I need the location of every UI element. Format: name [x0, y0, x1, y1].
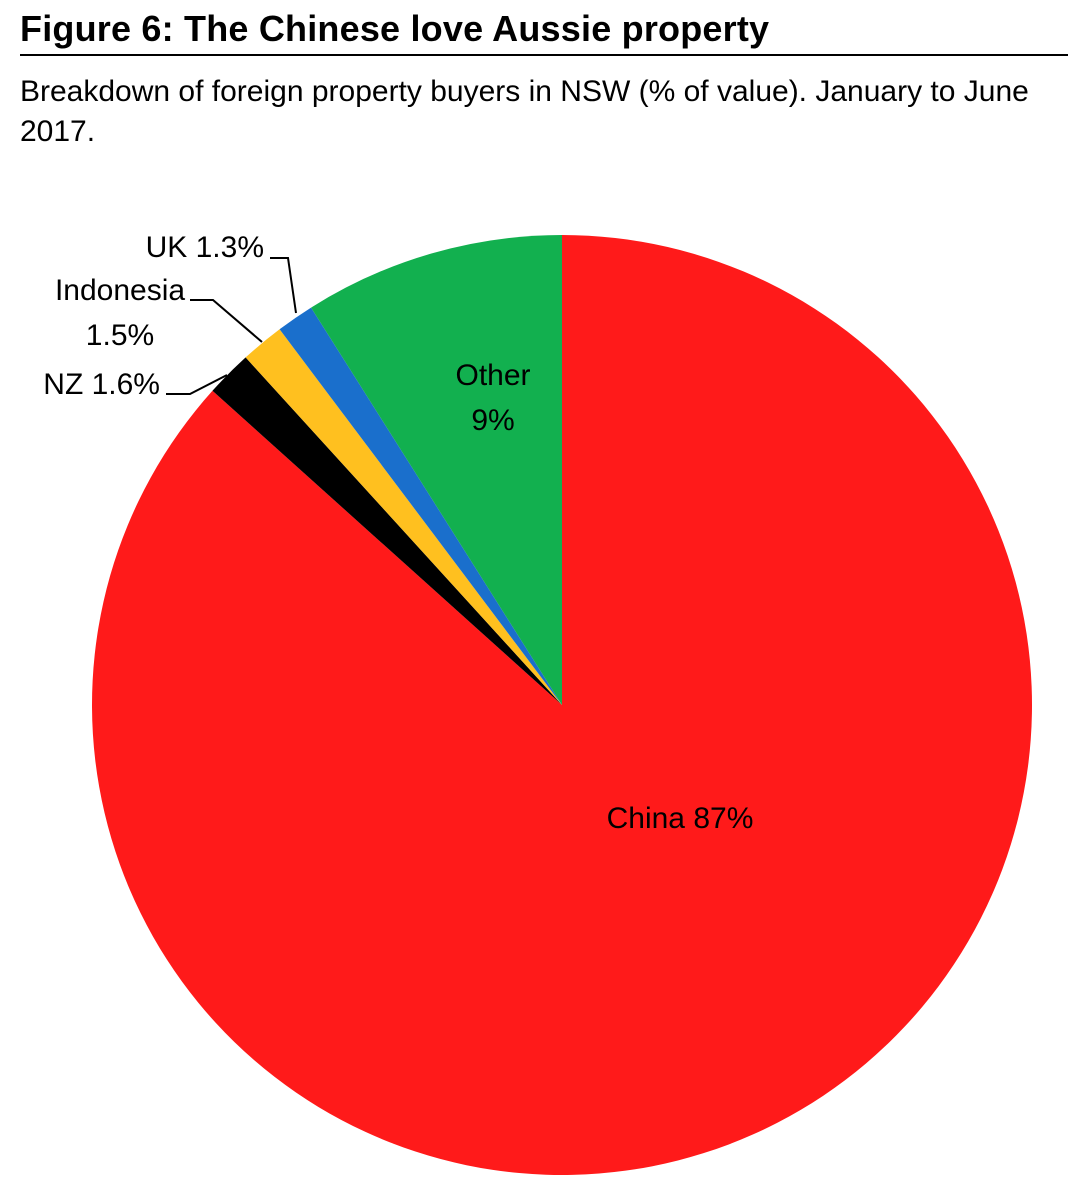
slice-label-uk: UK 1.3%	[146, 231, 264, 264]
title-underline	[20, 54, 1068, 56]
slice-label-indonesia: Indonesia	[55, 274, 185, 307]
slice-label-china: China 87%	[607, 802, 754, 835]
slice-uk	[279, 307, 562, 705]
leader-line-uk	[270, 257, 297, 314]
slice-other	[311, 235, 562, 705]
slice-label-nz: NZ 1.6%	[43, 368, 160, 401]
leader-line-nz	[166, 374, 228, 395]
slice-label-other: 9%	[471, 404, 514, 437]
leader-line-indonesia	[190, 299, 263, 343]
slice-label-indonesia: 1.5%	[86, 319, 154, 352]
slice-nz	[212, 357, 562, 705]
slice-indonesia	[245, 329, 562, 705]
chart-subtitle: Breakdown of foreign property buyers in …	[20, 75, 1029, 148]
slice-label-other: Other	[455, 359, 530, 392]
chart-title: Figure 6: The Chinese love Aussie proper…	[20, 8, 770, 49]
